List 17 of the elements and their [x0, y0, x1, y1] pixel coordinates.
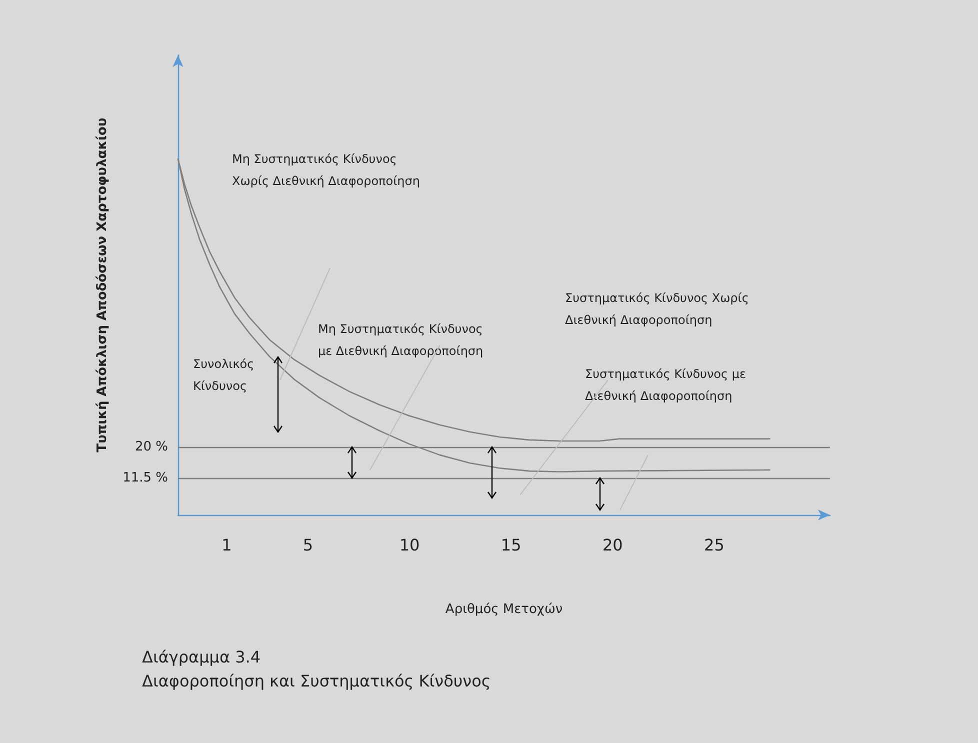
x-tick-label: 15	[500, 536, 522, 554]
annotation: Συστηματικός Κίνδυνος με Διεθνική Διαφοροποίηση	[585, 367, 746, 403]
text: Διάγραμμα 3.4	[142, 648, 261, 666]
x-tick-label: 25	[704, 536, 724, 554]
x-tick-label: 1	[222, 536, 232, 554]
annotation: Συνολικός Κίνδυνος	[193, 357, 254, 393]
x-tick-label: 10	[399, 536, 420, 554]
annotation: Μη Συστηματικός Κίνδυνος Χωρίς Διεθνική Διαφοροποίηση	[232, 152, 420, 188]
y-axis-title: Τυπική Απόκλιση Αποδόσεων Χαρτοφυλακίου	[95, 118, 110, 452]
annotation: Συστηματικός Κίνδυνος Χωρίς Διεθνική Διαφοροποίηση	[565, 291, 749, 327]
x-tick-label: 5	[302, 536, 314, 554]
y-tick-label: 20 %	[134, 439, 168, 454]
y-tick-label: 11.5 %	[122, 470, 168, 486]
x-tick-label: 20	[602, 536, 623, 554]
text: Διαφοροποίηση και Συστηματικός Κίνδυνος	[142, 672, 491, 690]
annotation: Μη Συστηματικός Κίνδυνος με Διεθνική Διαφοροποίηση	[318, 322, 484, 358]
x-axis-title: Αριθμός Μετοχών	[445, 602, 563, 617]
